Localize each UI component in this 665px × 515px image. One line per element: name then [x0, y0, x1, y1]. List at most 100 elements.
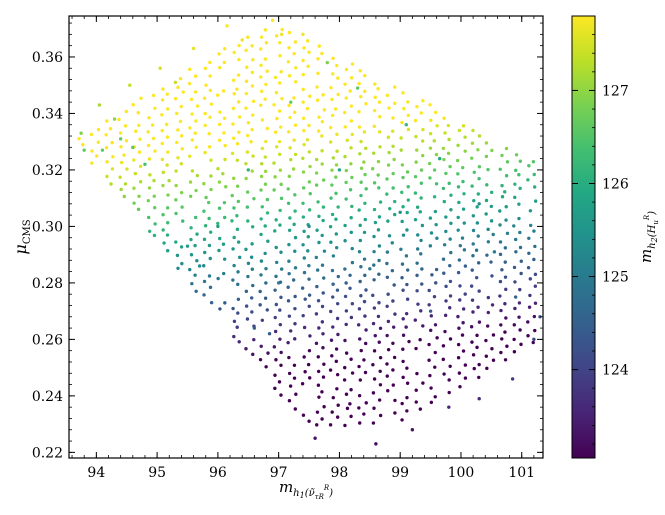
scatter-point — [217, 180, 222, 184]
scatter-point — [441, 344, 446, 348]
scatter-point — [393, 85, 397, 89]
scatter-point — [221, 89, 226, 93]
scatter-point — [193, 74, 198, 78]
scatter-point — [512, 323, 516, 327]
scatter-point — [249, 140, 253, 144]
scatter-point — [398, 210, 402, 214]
scatter-point — [456, 215, 460, 220]
scatter-point — [505, 231, 510, 236]
scatter-point — [153, 205, 157, 210]
scatter-point — [486, 310, 490, 315]
x-tick-label: 97 — [270, 465, 288, 481]
scatter-point — [526, 334, 530, 338]
scatter-point — [293, 40, 298, 44]
scatter-point — [385, 192, 389, 196]
scatter-point — [334, 191, 338, 196]
scatter-point — [355, 86, 360, 90]
scatter-point — [152, 194, 156, 198]
scatter-point — [279, 363, 283, 367]
scatter-point — [401, 233, 406, 237]
scatter-point — [458, 385, 462, 389]
scatter-point — [301, 186, 306, 190]
scatter-point — [195, 173, 200, 178]
scatter-point — [457, 128, 462, 133]
scatter-point — [138, 180, 143, 184]
scatter-point — [315, 284, 319, 289]
scatter-point — [434, 182, 439, 186]
scatter-point — [405, 297, 410, 301]
scatter-point — [330, 183, 334, 187]
scatter-point — [449, 193, 453, 197]
scatter-point — [317, 214, 321, 219]
colorbar-tick-label: 125 — [602, 270, 629, 286]
scatter-point — [363, 89, 367, 94]
x-tick-label: 95 — [148, 465, 166, 481]
scatter-point — [314, 255, 319, 260]
scatter-point — [376, 228, 381, 232]
scatter-point — [359, 294, 363, 298]
scatter-point — [307, 123, 311, 128]
scatter-point — [301, 215, 306, 219]
scatter-point — [344, 197, 348, 201]
scatter-point — [317, 395, 321, 399]
scatter-point — [132, 158, 136, 162]
scatter-point — [498, 294, 502, 298]
scatter-point — [217, 248, 221, 253]
scatter-point — [477, 202, 481, 206]
scatter-point — [349, 162, 353, 166]
scatter-point — [449, 208, 453, 212]
scatter-point — [428, 216, 433, 220]
scatter-point — [250, 127, 254, 132]
scatter-point — [209, 187, 213, 192]
scatter-point — [279, 125, 283, 129]
scatter-point — [208, 74, 212, 78]
scatter-point — [373, 220, 378, 225]
scatter-point — [321, 93, 325, 97]
scatter-point — [433, 350, 437, 355]
scatter-point — [316, 200, 320, 204]
scatter-point — [189, 226, 193, 230]
scatter-point — [273, 175, 277, 179]
scatter-point — [456, 342, 461, 347]
scatter-point — [418, 407, 423, 411]
scatter-point — [161, 170, 166, 175]
scatter-point — [147, 116, 151, 120]
scatter-point — [308, 164, 312, 169]
scatter-point — [528, 209, 533, 213]
scatter-point — [150, 123, 155, 127]
scatter-point — [335, 288, 340, 292]
scatter-point — [385, 177, 389, 181]
scatter-point — [151, 136, 156, 141]
scatter-point — [287, 74, 292, 78]
scatter-point — [292, 96, 296, 100]
scatter-point — [203, 123, 207, 128]
scatter-point — [378, 145, 382, 149]
scatter-point — [442, 372, 446, 376]
scatter-point — [344, 67, 349, 72]
scatter-point — [428, 132, 433, 136]
scatter-point — [513, 195, 517, 200]
scatter-point — [433, 209, 438, 214]
scatter-point — [463, 292, 467, 296]
scatter-point — [413, 174, 418, 179]
scatter-point — [165, 92, 170, 96]
scatter-point — [372, 377, 377, 381]
scatter-point — [110, 140, 114, 145]
scatter-point — [273, 386, 277, 391]
scatter-point — [386, 135, 391, 139]
scatter-point — [386, 347, 391, 352]
scatter-point — [123, 124, 128, 128]
scatter-point — [471, 228, 476, 233]
scatter-point — [343, 365, 347, 370]
scatter-point — [504, 173, 509, 178]
scatter-point — [498, 252, 503, 257]
scatter-point — [188, 67, 192, 72]
scatter-point — [320, 162, 324, 166]
scatter-point — [442, 271, 446, 275]
scatter-point — [376, 173, 380, 177]
scatter-point — [400, 190, 404, 195]
scatter-point — [258, 303, 262, 307]
scatter-point — [489, 260, 493, 264]
scatter-point — [274, 302, 279, 307]
scatter-point — [350, 246, 354, 251]
